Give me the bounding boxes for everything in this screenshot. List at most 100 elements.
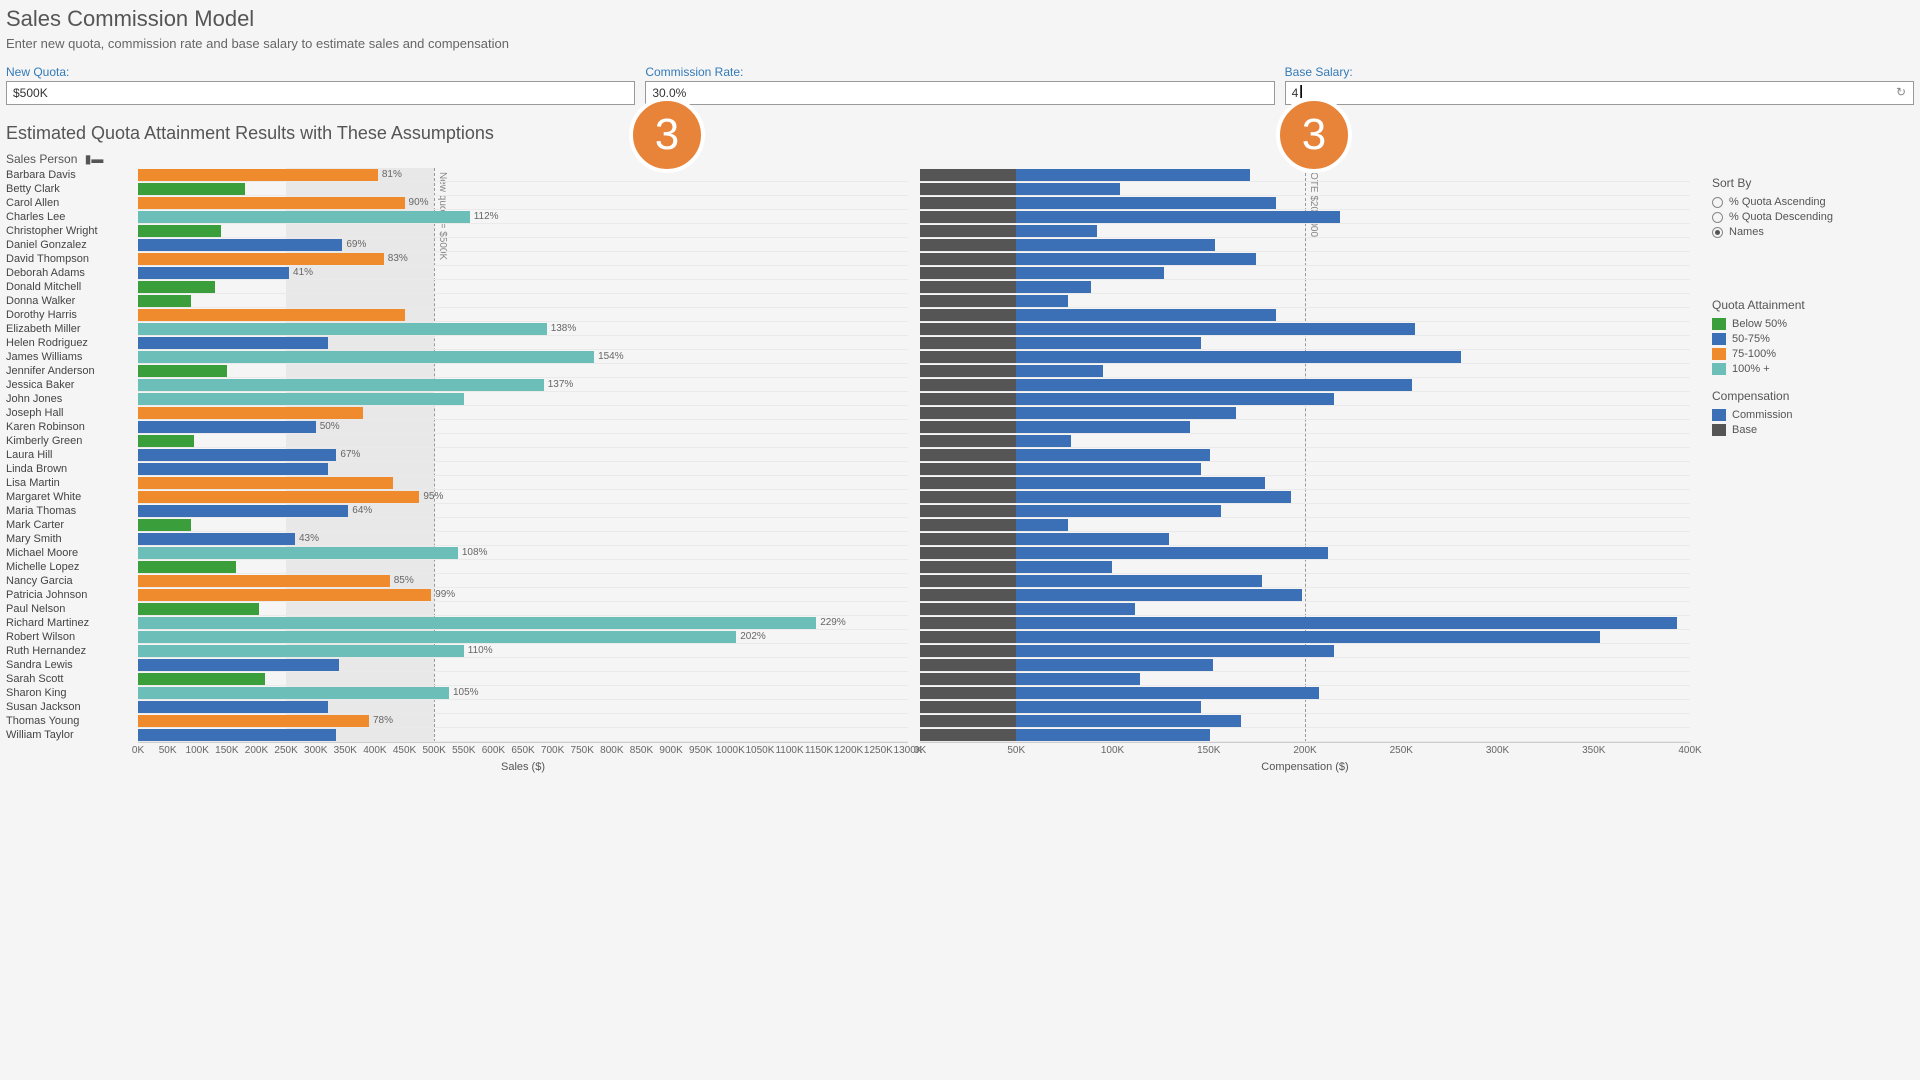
comp-bar-row[interactable] — [920, 602, 1690, 616]
sales-bar-row[interactable] — [138, 224, 908, 238]
comp-bar-row[interactable] — [920, 448, 1690, 462]
comp-bar-row[interactable] — [920, 560, 1690, 574]
sales-bar-row[interactable] — [138, 658, 908, 672]
comp-bar-row[interactable] — [920, 392, 1690, 406]
comp-bar-row[interactable] — [920, 252, 1690, 266]
sales-bar-row[interactable] — [138, 280, 908, 294]
comp-bar-row[interactable] — [920, 280, 1690, 294]
sort-option[interactable]: % Quota Descending — [1712, 211, 1906, 223]
sort-option[interactable]: Names — [1712, 226, 1906, 238]
comp-bar-row[interactable] — [920, 210, 1690, 224]
legend-item[interactable]: Base — [1712, 424, 1906, 436]
comp-bar-row[interactable] — [920, 364, 1690, 378]
comp-bar-row[interactable] — [920, 616, 1690, 630]
sort-icon[interactable]: ▮▬ — [85, 152, 104, 166]
sales-bar-row[interactable] — [138, 364, 908, 378]
comp-bar-row[interactable] — [920, 630, 1690, 644]
commission-rate-input[interactable] — [645, 81, 1274, 105]
comp-bar-row[interactable] — [920, 644, 1690, 658]
sales-bar-row[interactable] — [138, 182, 908, 196]
new-quota-input[interactable] — [6, 81, 635, 105]
sales-bar-row[interactable]: 50% — [138, 420, 908, 434]
sales-bar-row[interactable] — [138, 476, 908, 490]
comp-bar-row[interactable] — [920, 672, 1690, 686]
legend-item[interactable]: 100% + — [1712, 363, 1906, 375]
sales-bar-row[interactable] — [138, 336, 908, 350]
comp-bar-row[interactable] — [920, 224, 1690, 238]
comp-bar-row[interactable] — [920, 238, 1690, 252]
comp-bar-row[interactable] — [920, 434, 1690, 448]
sales-bar-row[interactable] — [138, 728, 908, 742]
comp-bar-row[interactable] — [920, 658, 1690, 672]
comp-bar-row[interactable] — [920, 462, 1690, 476]
comp-bar-row[interactable] — [920, 266, 1690, 280]
sales-bar-row[interactable] — [138, 294, 908, 308]
sales-bar-row[interactable]: 138% — [138, 322, 908, 336]
comp-bar-row[interactable] — [920, 406, 1690, 420]
sales-bar-row[interactable]: 202% — [138, 630, 908, 644]
sales-bar-row[interactable]: 229% — [138, 616, 908, 630]
comp-bar-row[interactable] — [920, 490, 1690, 504]
sales-bar-row[interactable] — [138, 672, 908, 686]
sales-bar-row[interactable]: 105% — [138, 686, 908, 700]
sales-bar-row[interactable] — [138, 392, 908, 406]
base-bar — [920, 645, 1016, 657]
sales-bar-row[interactable]: 108% — [138, 546, 908, 560]
sales-bar-row[interactable]: 110% — [138, 644, 908, 658]
legend-item[interactable]: 75-100% — [1712, 348, 1906, 360]
x-tick: 1250K — [864, 745, 893, 756]
commission-bar — [1016, 547, 1328, 559]
refresh-icon[interactable]: ↻ — [1896, 85, 1910, 99]
legend-item[interactable]: Below 50% — [1712, 318, 1906, 330]
sales-bar-row[interactable] — [138, 518, 908, 532]
sales-bar-row[interactable] — [138, 434, 908, 448]
comp-bar-row[interactable] — [920, 378, 1690, 392]
sales-bar-row[interactable] — [138, 560, 908, 574]
sales-bar-row[interactable]: 67% — [138, 448, 908, 462]
sales-bar-row[interactable]: 112% — [138, 210, 908, 224]
sales-bar-row[interactable]: 95% — [138, 490, 908, 504]
sales-bar-row[interactable]: 81% — [138, 168, 908, 182]
comp-bar-row[interactable] — [920, 728, 1690, 742]
sales-bar-row[interactable] — [138, 462, 908, 476]
comp-bar-row[interactable] — [920, 336, 1690, 350]
sales-bar-row[interactable]: 137% — [138, 378, 908, 392]
comp-bar-row[interactable] — [920, 714, 1690, 728]
sales-bar-row[interactable]: 83% — [138, 252, 908, 266]
sales-person-header[interactable]: Sales Person ▮▬ — [6, 152, 126, 168]
comp-bar-row[interactable] — [920, 532, 1690, 546]
comp-bar-row[interactable] — [920, 196, 1690, 210]
comp-bar-row[interactable] — [920, 588, 1690, 602]
comp-bar-row[interactable] — [920, 308, 1690, 322]
comp-bar-row[interactable] — [920, 420, 1690, 434]
sales-bar-row[interactable] — [138, 406, 908, 420]
sales-bar-row[interactable]: 85% — [138, 574, 908, 588]
sales-bar-row[interactable]: 64% — [138, 504, 908, 518]
sales-bar-row[interactable] — [138, 700, 908, 714]
comp-bar-row[interactable] — [920, 546, 1690, 560]
comp-bar-row[interactable] — [920, 350, 1690, 364]
legend-item[interactable]: 50-75% — [1712, 333, 1906, 345]
comp-bar-row[interactable] — [920, 700, 1690, 714]
comp-bar-row[interactable] — [920, 294, 1690, 308]
comp-bar-row[interactable] — [920, 686, 1690, 700]
sales-bar-row[interactable]: 90% — [138, 196, 908, 210]
sort-option[interactable]: % Quota Ascending — [1712, 196, 1906, 208]
x-tick: 900K — [659, 745, 682, 756]
sales-bar-row[interactable]: 78% — [138, 714, 908, 728]
sales-bar-row[interactable]: 154% — [138, 350, 908, 364]
sales-bar-row[interactable]: 99% — [138, 588, 908, 602]
sales-bar-row[interactable]: 69% — [138, 238, 908, 252]
legend-item[interactable]: Commission — [1712, 409, 1906, 421]
comp-bar-row[interactable] — [920, 504, 1690, 518]
base-salary-input[interactable] — [1285, 81, 1914, 105]
sales-bar-row[interactable]: 43% — [138, 532, 908, 546]
sales-bar-row[interactable] — [138, 308, 908, 322]
comp-bar-row[interactable] — [920, 476, 1690, 490]
comp-bar-row[interactable] — [920, 322, 1690, 336]
sales-bar-row[interactable]: 41% — [138, 266, 908, 280]
comp-bar-row[interactable] — [920, 182, 1690, 196]
comp-bar-row[interactable] — [920, 518, 1690, 532]
comp-bar-row[interactable] — [920, 574, 1690, 588]
sales-bar-row[interactable] — [138, 602, 908, 616]
